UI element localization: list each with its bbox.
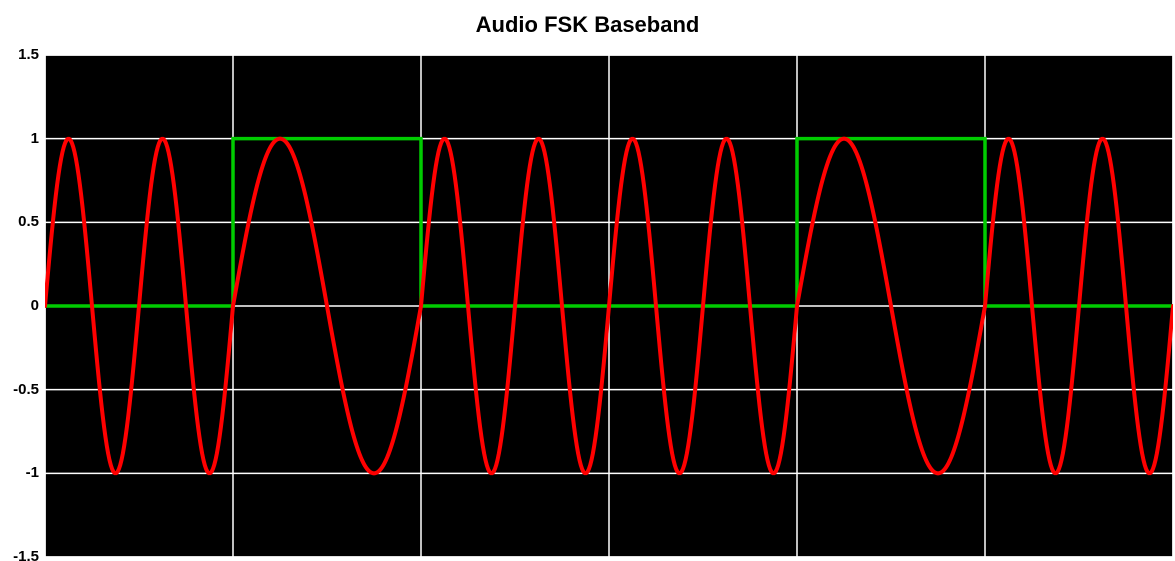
plot-area — [45, 55, 1173, 557]
y-tick-label: 1.5 — [18, 46, 39, 63]
chart-title: Audio FSK Baseband — [0, 0, 1175, 55]
y-tick-label: 1 — [31, 130, 39, 147]
y-tick-label: 0 — [31, 297, 39, 314]
y-tick-label: -1.5 — [13, 548, 39, 561]
fsk-baseband-chart: Audio FSK Baseband -1.5 -1 -0.5 0 0.5 1 1.5 — [0, 0, 1175, 561]
y-tick-label: -0.5 — [13, 381, 39, 398]
y-tick-label: -1 — [26, 464, 39, 481]
y-tick-label: 0.5 — [18, 213, 39, 230]
y-axis-labels: -1.5-1-0.500.511.5 — [0, 55, 45, 557]
